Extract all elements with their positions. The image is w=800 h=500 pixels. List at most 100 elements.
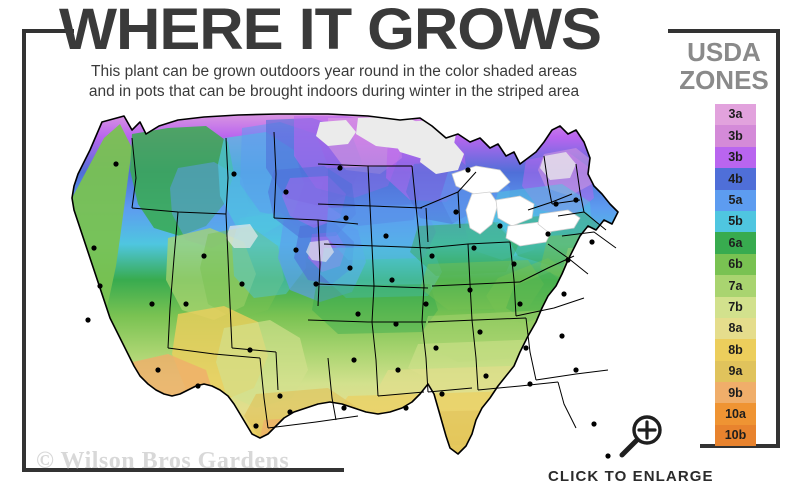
city-dot xyxy=(149,301,155,307)
city-dot xyxy=(561,291,567,297)
zone-swatch-label: 9b xyxy=(728,385,743,400)
city-dot xyxy=(293,247,299,253)
legend-heading-line-2: ZONES xyxy=(679,65,769,95)
city-dot xyxy=(97,283,103,289)
zone-swatch-label: 9a xyxy=(728,364,743,379)
no-data-area-uinta xyxy=(226,224,258,248)
city-dot xyxy=(253,423,259,429)
zone-swatch-3a-0[interactable]: 3a xyxy=(715,104,756,126)
zone-swatch-label: 8b xyxy=(728,342,743,357)
city-dot xyxy=(277,393,283,399)
zone-swatch-7a-8[interactable]: 7a xyxy=(715,275,756,297)
city-dot xyxy=(589,239,595,245)
zone-swatch-label: 3b xyxy=(728,128,743,143)
city-dot xyxy=(393,321,399,327)
zone-swatch-4b-3[interactable]: 4b xyxy=(715,168,756,190)
city-dot xyxy=(471,245,477,251)
zone-swatch-8a-10[interactable]: 8a xyxy=(715,317,756,340)
city-dot xyxy=(559,333,565,339)
zone-region-nm xyxy=(216,320,308,408)
zone-swatch-10a-14[interactable]: 10a xyxy=(715,403,756,425)
zone-swatch-label: 4b xyxy=(728,171,743,186)
city-dot xyxy=(355,311,361,317)
city-dot xyxy=(313,281,319,287)
city-dot xyxy=(527,381,533,387)
city-dot xyxy=(351,357,357,363)
no-data-area-mn-arrowhead xyxy=(420,140,464,174)
city-dot xyxy=(523,345,529,351)
country-outline xyxy=(71,113,619,455)
zone-swatch-label: 8a xyxy=(728,321,743,336)
city-dot xyxy=(483,373,489,379)
zone-region-ca-south xyxy=(72,370,108,448)
frame-bottom-left xyxy=(22,468,344,472)
frame-top-right xyxy=(668,29,780,33)
city-dot xyxy=(247,347,253,353)
city-dot xyxy=(439,391,445,397)
zone-swatch-label: 6a xyxy=(728,235,743,250)
city-dot xyxy=(453,209,459,215)
magnifier-plus-icon[interactable] xyxy=(614,414,666,460)
zone-swatch-6a-6[interactable]: 6a xyxy=(715,232,756,254)
city-dot xyxy=(395,367,401,373)
zone-swatch-3b-2[interactable]: 3b xyxy=(715,146,756,169)
zone-region-ca-central xyxy=(72,322,102,438)
zone-region-utah xyxy=(200,226,284,320)
city-dot xyxy=(573,367,579,373)
city-dot xyxy=(565,257,571,263)
legend-heading-line-1: USDA xyxy=(687,37,761,67)
city-dot xyxy=(201,253,207,259)
click-to-enlarge-label[interactable]: CLICK TO ENLARGE xyxy=(548,468,714,485)
zone-region-fl-north xyxy=(548,370,618,454)
zone-swatch-10b-15[interactable]: 10b xyxy=(715,424,756,447)
city-dot xyxy=(287,409,293,415)
page-title: WHERE IT GROWS xyxy=(59,0,602,62)
frame-top-left xyxy=(22,29,74,33)
zone-legend[interactable]: 3a 3b 3b 4b 5a 5b 6a 6b 7a 7b 8a 8b 9a 9b 10a 10b xyxy=(715,104,756,447)
city-dot xyxy=(341,405,347,411)
map-svg[interactable] xyxy=(28,108,664,466)
zone-swatch-label: 7a xyxy=(728,278,743,293)
city-dot xyxy=(337,165,343,171)
city-dot xyxy=(553,201,559,207)
city-dot xyxy=(429,253,435,259)
subtitle: This plant can be grown outdoors year ro… xyxy=(34,62,634,102)
zone-swatch-6b-7[interactable]: 6b xyxy=(715,253,756,276)
city-dot xyxy=(591,421,597,427)
subtitle-line-1: This plant can be grown outdoors year ro… xyxy=(91,63,577,80)
zone-swatch-label: 5b xyxy=(728,214,743,229)
usda-hardiness-zone-map[interactable] xyxy=(28,108,664,466)
city-dot xyxy=(155,367,161,373)
frame-right xyxy=(776,29,780,444)
city-dot xyxy=(511,261,517,267)
zone-swatch-9a-12[interactable]: 9a xyxy=(715,360,756,383)
city-dot xyxy=(477,329,483,335)
zone-swatch-label: 10a xyxy=(725,406,746,421)
city-dot xyxy=(545,231,551,237)
zone-swatch-8b-11[interactable]: 8b xyxy=(715,339,756,361)
city-dot xyxy=(347,265,353,271)
zone-swatch-3b-1[interactable]: 3b xyxy=(715,125,756,147)
zone-swatch-label: 7b xyxy=(728,299,743,314)
zone-swatch-label: 10b xyxy=(724,428,747,443)
no-data-area-nd xyxy=(316,120,356,146)
zone-swatch-label: 3b xyxy=(728,150,743,165)
zone-swatch-5a-4[interactable]: 5a xyxy=(715,189,756,211)
watermark: © Wilson Bros Gardens xyxy=(36,448,290,474)
zone-swatch-9b-13[interactable]: 9b xyxy=(715,382,756,404)
city-dot xyxy=(183,301,189,307)
city-dot xyxy=(423,301,429,307)
city-dot xyxy=(403,405,409,411)
city-dot xyxy=(195,383,201,389)
city-markers xyxy=(85,161,611,459)
zone-region-gulf-coast xyxy=(316,410,520,448)
city-dot xyxy=(517,301,523,307)
city-dot xyxy=(467,287,473,293)
city-dot xyxy=(465,167,471,173)
city-dot xyxy=(231,171,237,177)
zone-swatch-7b-9[interactable]: 7b xyxy=(715,296,756,318)
zone-region-ok xyxy=(312,284,438,334)
zone-swatch-5b-5[interactable]: 5b xyxy=(715,210,756,233)
city-dot xyxy=(283,189,289,195)
